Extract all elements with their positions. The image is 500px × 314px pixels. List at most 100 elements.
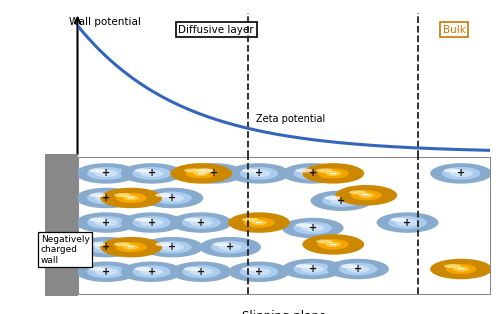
Ellipse shape [186, 168, 216, 179]
Ellipse shape [89, 218, 106, 222]
Ellipse shape [255, 221, 263, 224]
Ellipse shape [309, 268, 316, 270]
Text: −: − [329, 239, 338, 249]
Ellipse shape [98, 220, 114, 225]
Ellipse shape [442, 167, 480, 180]
Ellipse shape [148, 221, 156, 224]
Ellipse shape [297, 223, 328, 233]
Ellipse shape [142, 237, 204, 257]
Ellipse shape [87, 216, 126, 229]
Ellipse shape [349, 190, 366, 194]
Ellipse shape [306, 165, 360, 182]
Ellipse shape [309, 172, 316, 175]
Ellipse shape [174, 263, 229, 281]
Text: −: − [255, 218, 263, 228]
Ellipse shape [438, 261, 484, 277]
Ellipse shape [294, 222, 332, 235]
Ellipse shape [132, 216, 171, 229]
Text: +: + [404, 218, 411, 228]
Ellipse shape [116, 242, 146, 252]
Ellipse shape [362, 194, 370, 197]
Ellipse shape [89, 193, 106, 197]
Ellipse shape [153, 192, 192, 204]
Ellipse shape [338, 199, 345, 202]
Ellipse shape [142, 188, 204, 208]
Ellipse shape [190, 219, 213, 226]
Ellipse shape [314, 238, 352, 251]
Ellipse shape [282, 218, 344, 238]
Ellipse shape [182, 167, 220, 180]
Ellipse shape [203, 238, 257, 256]
Ellipse shape [102, 246, 110, 248]
Ellipse shape [121, 212, 182, 233]
Ellipse shape [210, 172, 218, 175]
Text: Negatively
charged
wall: Negatively charged wall [41, 235, 90, 265]
Ellipse shape [384, 215, 430, 230]
Ellipse shape [454, 171, 469, 176]
Ellipse shape [446, 264, 476, 274]
Ellipse shape [80, 238, 134, 256]
Ellipse shape [341, 264, 358, 268]
Ellipse shape [388, 216, 427, 229]
Text: Zeta potential: Zeta potential [256, 114, 325, 124]
Ellipse shape [164, 245, 180, 250]
Ellipse shape [442, 263, 480, 275]
Ellipse shape [140, 268, 164, 276]
Ellipse shape [244, 267, 274, 277]
Ellipse shape [240, 167, 279, 180]
Ellipse shape [318, 168, 348, 179]
Ellipse shape [140, 170, 164, 177]
Ellipse shape [128, 215, 175, 230]
Text: +: + [102, 242, 110, 252]
Ellipse shape [244, 217, 274, 228]
Ellipse shape [338, 263, 378, 275]
Text: +: + [148, 168, 156, 178]
Ellipse shape [255, 270, 263, 273]
Ellipse shape [128, 197, 135, 199]
Ellipse shape [198, 221, 205, 224]
Ellipse shape [438, 166, 484, 181]
Ellipse shape [83, 264, 130, 279]
Text: +: + [308, 168, 316, 178]
Text: +: + [148, 267, 156, 277]
Ellipse shape [314, 167, 352, 180]
Ellipse shape [155, 193, 172, 197]
Ellipse shape [318, 193, 364, 208]
Ellipse shape [186, 165, 240, 182]
Ellipse shape [95, 170, 118, 177]
Ellipse shape [318, 239, 348, 250]
Ellipse shape [310, 166, 356, 181]
Ellipse shape [98, 245, 114, 250]
Ellipse shape [282, 259, 344, 279]
Text: +: + [226, 242, 234, 252]
Text: +: + [308, 264, 316, 274]
Ellipse shape [236, 264, 282, 279]
Ellipse shape [404, 221, 411, 224]
Text: −: − [457, 264, 465, 274]
Ellipse shape [190, 170, 213, 177]
Ellipse shape [346, 265, 370, 273]
Ellipse shape [294, 263, 332, 275]
Text: +: + [102, 218, 110, 228]
Ellipse shape [331, 260, 385, 278]
Ellipse shape [157, 242, 188, 252]
Ellipse shape [120, 194, 142, 202]
Text: +: + [102, 168, 110, 178]
Ellipse shape [128, 166, 175, 181]
Ellipse shape [132, 265, 171, 278]
Ellipse shape [228, 163, 290, 184]
Ellipse shape [76, 188, 138, 208]
Ellipse shape [301, 170, 324, 177]
Ellipse shape [87, 167, 126, 180]
Ellipse shape [324, 196, 342, 200]
Ellipse shape [207, 240, 254, 255]
Text: +: + [338, 196, 345, 206]
Ellipse shape [244, 168, 274, 179]
Ellipse shape [446, 168, 476, 179]
Ellipse shape [430, 163, 492, 184]
Ellipse shape [194, 167, 233, 180]
Ellipse shape [80, 189, 134, 207]
Ellipse shape [322, 170, 345, 177]
Ellipse shape [430, 259, 492, 279]
Ellipse shape [454, 267, 469, 272]
